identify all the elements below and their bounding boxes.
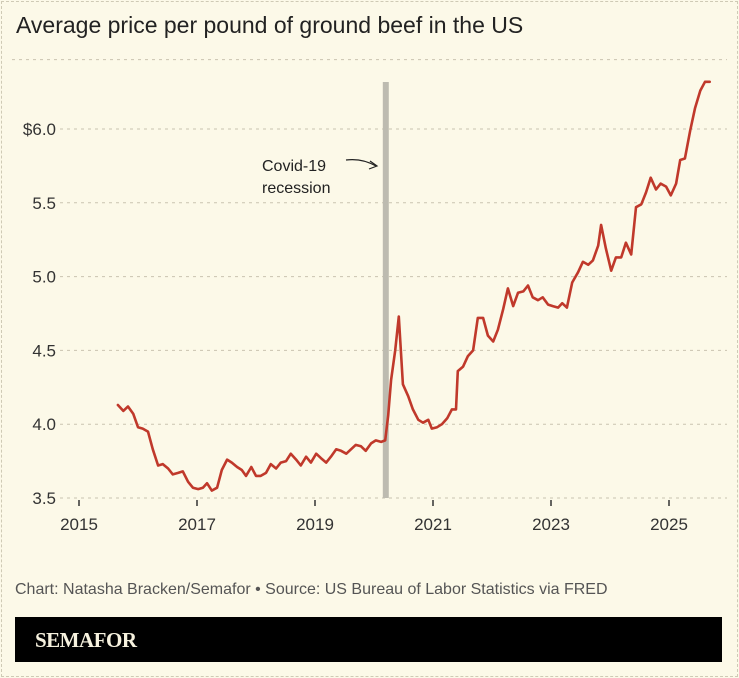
- chart-title: Average price per pound of ground beef i…: [16, 12, 524, 38]
- x-tick-label: 2023: [532, 515, 570, 534]
- x-tick-label: 2019: [296, 515, 334, 534]
- annotation-label: Covid-19: [262, 158, 326, 175]
- x-tick-label: 2025: [650, 515, 688, 534]
- x-tick-label: 2021: [414, 515, 452, 534]
- arrow-head-icon: [368, 160, 379, 170]
- source-credit: Chart: Natasha Bracken/Semafor • Source:…: [15, 581, 608, 598]
- y-tick-label: 5.5: [32, 194, 56, 213]
- x-tick-label: 2017: [178, 515, 216, 534]
- annotation-label: recession: [262, 180, 330, 197]
- y-tick-label: $6.0: [23, 120, 56, 139]
- price-line: [116, 80, 711, 492]
- y-tick-label: 5.0: [32, 268, 56, 287]
- y-tick-label: 4.0: [32, 415, 56, 434]
- recession-bar: [382, 82, 389, 498]
- y-tick-label: 4.5: [32, 341, 56, 360]
- x-tick-label: 2015: [60, 515, 98, 534]
- line-chart: 3.5 4.0 4.5 5.0 5.5 $6.0 2015 2017 2019 2021 2023 2…: [12, 59, 727, 534]
- y-tick-label: 3.5: [32, 489, 56, 508]
- semafor-logo: SEMAFOR: [35, 628, 137, 652]
- annotation-arrow: [345, 159, 377, 167]
- brand-band: SEMAFOR: [15, 617, 722, 662]
